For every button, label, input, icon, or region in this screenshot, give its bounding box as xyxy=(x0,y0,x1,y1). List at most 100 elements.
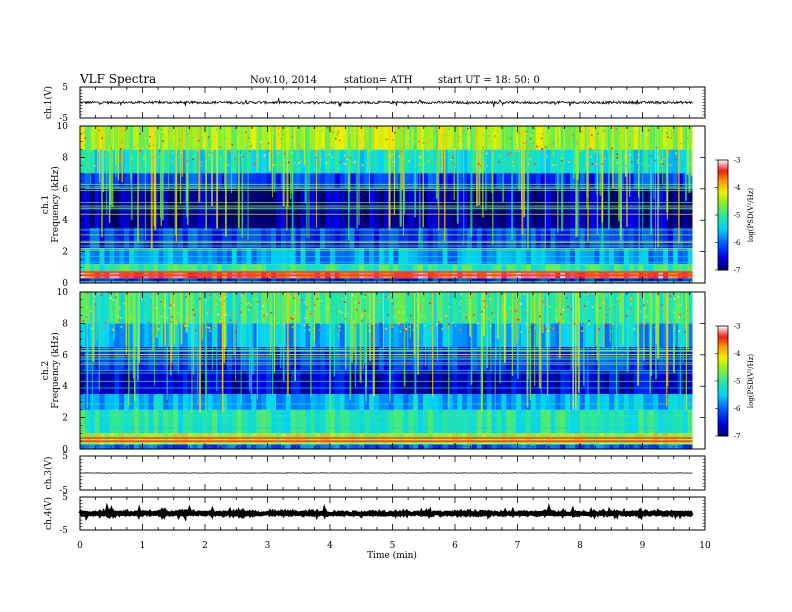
spectrogram-band xyxy=(138,394,145,410)
spectrogram-band xyxy=(550,228,556,249)
spectrogram-band xyxy=(560,278,566,283)
spectrogram-band xyxy=(241,228,248,249)
colorbar-cell xyxy=(718,379,728,382)
spectrogram-band xyxy=(310,370,316,395)
y-tick-label: 4 xyxy=(62,216,68,226)
spectrogram-band xyxy=(246,264,253,272)
spectrogram-band xyxy=(643,126,649,150)
spectrogram-band xyxy=(222,264,228,272)
spectrogram-band xyxy=(633,292,640,324)
spectrogram-band xyxy=(491,292,498,324)
spectrogram-band xyxy=(290,409,297,434)
spectrogram-band xyxy=(486,173,493,189)
spectrogram-speckle xyxy=(298,162,300,164)
spectrogram-speckle xyxy=(508,151,511,153)
spectrogram-speckle xyxy=(297,312,300,315)
colorbar-cell xyxy=(718,371,728,375)
colorbar-cell xyxy=(718,178,728,181)
sferic-streak xyxy=(540,292,542,396)
spectrogram-speckle xyxy=(515,150,517,153)
spectrogram-band xyxy=(403,278,409,283)
spectrogram-band xyxy=(668,444,674,449)
spectrogram-band xyxy=(119,228,125,249)
spectrogram-speckle xyxy=(197,308,200,311)
spectrogram-band xyxy=(325,444,331,449)
spectrogram-speckle xyxy=(422,142,425,144)
colorbar-cell xyxy=(718,238,728,242)
spectrogram-band xyxy=(383,278,390,283)
spectrogram-band xyxy=(545,149,551,174)
spectrogram-band xyxy=(472,323,478,347)
spectrogram-speckle xyxy=(553,135,555,138)
spectrogram-band xyxy=(609,264,615,272)
spectrogram-band xyxy=(619,444,625,449)
spectrogram-band xyxy=(129,409,135,434)
spectrogram-band xyxy=(217,149,223,174)
spectrogram-band xyxy=(94,173,101,189)
spectrogram-speckle xyxy=(686,137,689,139)
spectrogram-speckle xyxy=(675,152,677,154)
spectrogram-speckle xyxy=(200,133,203,136)
spectrogram-speckle xyxy=(304,329,306,332)
spectrogram-speckle xyxy=(180,151,182,154)
spectrogram-speckle xyxy=(242,292,245,294)
spectrogram-band xyxy=(462,264,468,272)
spectrogram-speckle xyxy=(502,306,505,308)
spectrogram-speckle xyxy=(363,136,366,138)
y-tick-label: 0 xyxy=(62,279,68,289)
spectrogram-band xyxy=(192,409,199,434)
spectrogram-speckle xyxy=(315,157,318,159)
spectrogram-band xyxy=(623,394,630,410)
spectrogram-speckle xyxy=(270,300,272,302)
spectrogram-speckle xyxy=(392,160,395,163)
sferic-streak xyxy=(224,126,226,189)
spectrogram-band xyxy=(354,264,360,272)
spectrogram-band xyxy=(653,228,659,249)
spectrogram-speckle xyxy=(529,137,532,140)
spectrogram-speckle xyxy=(130,293,133,296)
spectrogram-band xyxy=(565,394,571,410)
spectrogram-speckle xyxy=(367,295,370,298)
spectrogram-speckle xyxy=(459,328,462,331)
spectrogram-band xyxy=(589,149,596,174)
colorbar-cell xyxy=(718,253,728,256)
sferic-streak xyxy=(497,292,499,340)
colorbar-cell xyxy=(718,329,728,332)
spectrogram-band xyxy=(457,444,463,449)
spectrogram-speckle xyxy=(586,293,589,295)
spectrogram-speckle xyxy=(669,295,671,297)
spectrogram-band xyxy=(447,394,453,410)
spectrogram-speckle xyxy=(552,142,555,145)
spectrogram-band xyxy=(300,126,306,150)
spectrogram-band xyxy=(579,444,586,449)
spectrogram-speckle xyxy=(332,308,335,310)
spectrogram-speckle xyxy=(282,314,285,316)
sferic-streak xyxy=(650,126,653,235)
spectrogram-speckle xyxy=(81,158,84,161)
y-tick-label: 6 xyxy=(62,185,68,195)
spectrogram-speckle xyxy=(349,138,351,140)
spectrogram-speckle xyxy=(338,310,340,313)
spectrogram-band xyxy=(457,370,463,395)
spectrogram-band xyxy=(344,444,351,449)
spectrogram-band xyxy=(609,394,615,410)
x-tick-label: 6 xyxy=(452,541,458,551)
spectrogram-band xyxy=(677,126,684,150)
spectrogram-speckle xyxy=(435,312,437,314)
spectrogram-band xyxy=(236,370,243,395)
spectrogram-speckle xyxy=(555,317,557,320)
spectrogram-speckle xyxy=(379,297,381,299)
spectrogram-speckle xyxy=(356,132,358,134)
spectrogram-band xyxy=(280,394,287,410)
spectrogram-band xyxy=(604,323,610,347)
sferic-streak xyxy=(626,126,628,227)
spectrogram-speckle xyxy=(185,296,187,298)
spectrogram-band xyxy=(138,292,145,324)
colorbar-cell xyxy=(718,189,728,192)
spectrogram-speckle xyxy=(363,311,365,314)
spectrogram-band xyxy=(217,394,223,410)
spectrogram-speckle xyxy=(339,139,341,142)
sferic-streak xyxy=(409,126,412,168)
spectrogram-speckle xyxy=(670,136,673,139)
spectrogram-band xyxy=(491,173,498,189)
